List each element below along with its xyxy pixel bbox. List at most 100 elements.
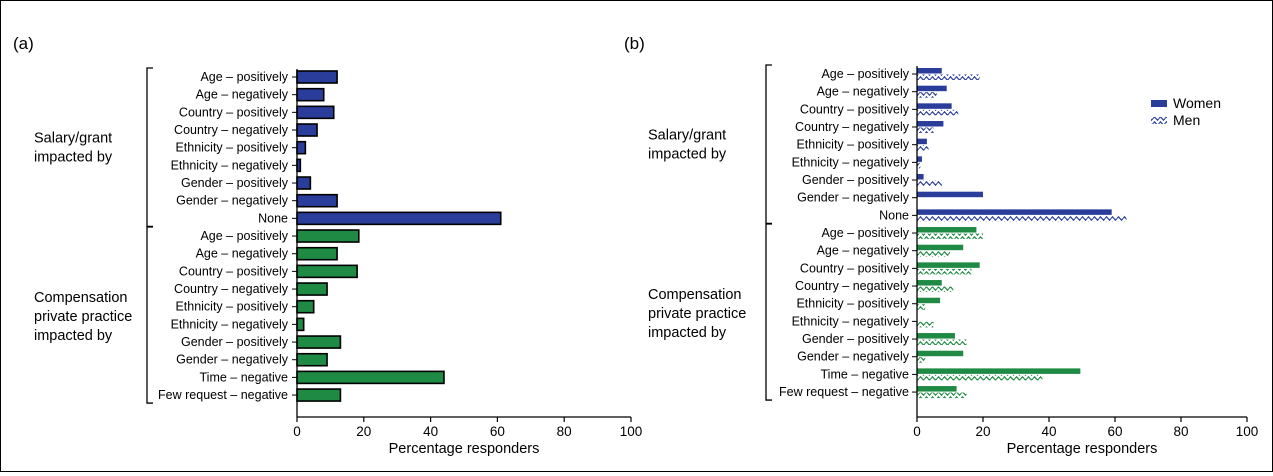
x-axis-title: Percentage responders [389,441,540,457]
bar-men [917,304,925,310]
x-tick-label: 60 [1107,424,1122,439]
bar-men [917,340,967,346]
category-label: Country – positively [800,261,910,275]
bar-men [917,234,983,240]
group-bracket [766,65,772,223]
category-label: Country – positively [800,102,910,116]
category-label: Country – negatively [795,279,910,293]
category-label: Time – negative [821,367,910,381]
bar-men [917,128,934,134]
bar [297,142,305,154]
group-label: Salary/grant [648,128,726,144]
bar-women [917,86,947,92]
category-label: Few request – negative [158,388,288,402]
x-tick-label: 80 [1173,424,1188,439]
bar-men [917,269,971,275]
group-label: impacted by [34,150,113,166]
bar-women [917,174,924,180]
group-label: Compensation [648,287,742,303]
category-label: Ethnicity – positively [175,300,288,314]
category-label: Ethnicity – negatively [792,155,910,169]
bar-women [917,262,980,268]
group-label: private practice [34,309,132,325]
x-tick-label: 100 [620,424,643,439]
category-label: Gender – negatively [176,194,289,208]
category-label: Age – positively [821,67,909,81]
bar [297,389,340,401]
bar-men [917,393,967,399]
bar-women [917,139,927,145]
x-tick-label: 100 [1236,424,1259,439]
bar-women [917,209,1112,215]
category-label: Country – positively [179,264,289,278]
bar [297,336,340,348]
x-axis-title: Percentage responders [1007,441,1158,457]
category-label: Time – negative [200,370,289,384]
bar [297,248,337,260]
bar-men [917,92,937,98]
bar-women [917,245,963,251]
bar-men [917,322,934,328]
category-label: Ethnicity – negatively [171,317,289,331]
bar-women [917,192,983,198]
category-label: Age – negatively [196,247,289,261]
bar-men [917,357,925,363]
group-label: Compensation [34,290,128,306]
bar-women [917,227,976,233]
x-tick-label: 80 [557,424,572,439]
group-label: impacted by [648,147,727,163]
category-label: Country – negatively [174,123,289,137]
bar [297,124,317,136]
category-label: Country – positively [179,105,289,119]
bar [297,265,357,277]
bar-men [917,75,980,81]
bar-men [917,110,958,116]
bar-women [917,333,955,339]
bar-men [917,375,1042,381]
bar-women [917,121,943,127]
category-label: Ethnicity – positively [175,141,288,155]
x-tick-label: 0 [293,424,301,439]
bar-women [917,368,1080,374]
legend-label-men: Men [1173,112,1200,128]
x-tick-label: 60 [490,424,505,439]
bar-men [917,251,950,257]
category-label: Age – positively [821,226,909,240]
bar [297,354,327,366]
bar-women [917,103,952,109]
category-label: Gender – positively [181,335,289,349]
category-label: Age – positively [200,70,288,84]
bar [297,301,314,313]
legend-swatch-women [1151,100,1167,107]
bar-women [917,386,957,392]
category-label: Gender – negatively [797,191,910,205]
group-bracket [147,227,153,403]
category-label: Age – positively [200,229,288,243]
bar [297,195,337,207]
bar [297,71,337,83]
group-label: impacted by [648,325,727,341]
panel-label: (a) [13,34,34,53]
category-label: Ethnicity – negatively [171,158,289,172]
bar [297,283,327,295]
x-tick-label: 40 [1041,424,1056,439]
bar-men [917,287,953,293]
bar [297,106,334,118]
group-bracket [147,68,153,226]
category-label: Country – negatively [795,120,910,134]
category-label: None [258,211,288,225]
legend-swatch-men [1151,117,1167,124]
category-label: Ethnicity – positively [796,138,909,152]
bar-women [917,68,942,74]
category-label: Gender – positively [181,176,289,190]
bar-women [917,156,922,162]
category-label: Gender – negatively [797,350,910,364]
bar [297,212,501,224]
legend-label-women: Women [1173,95,1221,111]
bar [297,318,304,330]
group-label: impacted by [34,328,113,344]
chart-panel-b: (b) Age – positively Age – negatively Count… [624,34,1258,457]
category-label: Country – negatively [174,282,289,296]
